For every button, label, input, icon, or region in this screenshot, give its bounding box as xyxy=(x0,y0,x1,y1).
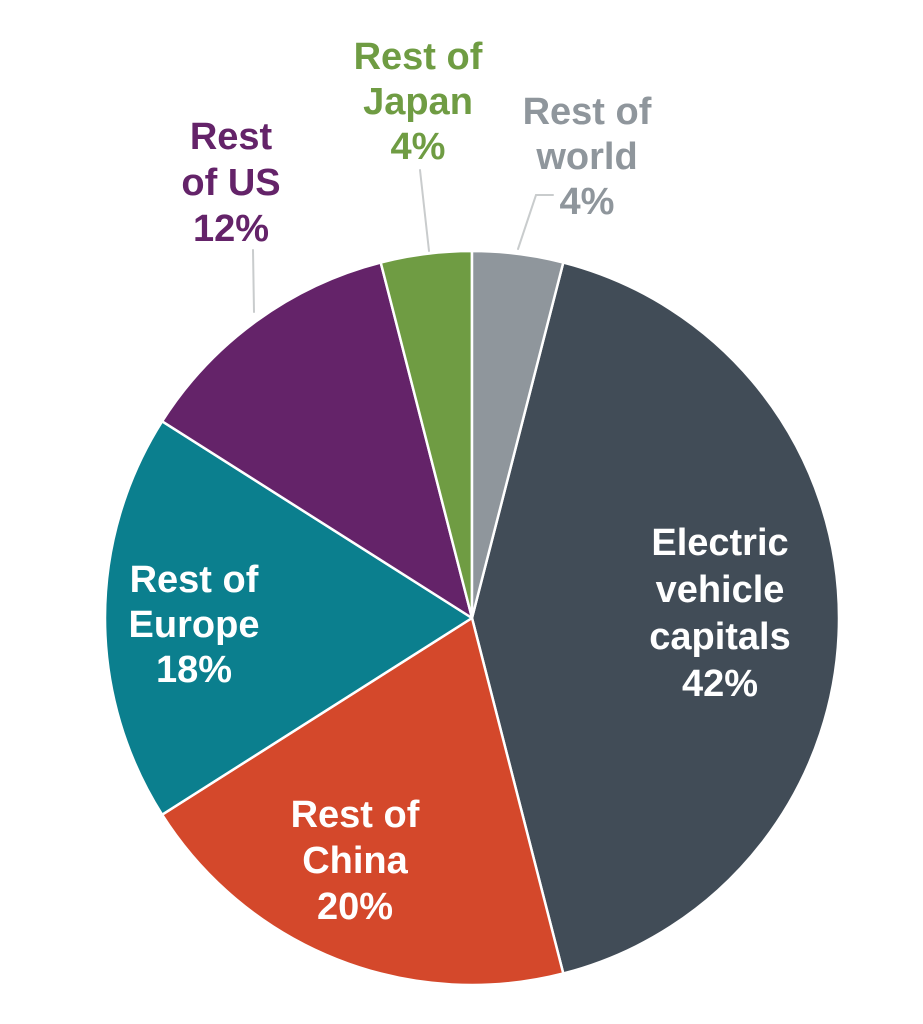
slice-label-line: of US xyxy=(181,162,280,204)
slice-label-line: vehicle xyxy=(656,569,785,611)
slice-label-line: Japan xyxy=(363,81,473,123)
slice-label-line: Rest of xyxy=(523,91,652,133)
leader-line-rest-of-japan xyxy=(419,169,430,252)
slice-label-line: 4% xyxy=(391,126,446,168)
pie-slice-rest-of-us xyxy=(160,261,474,620)
slice-label-electric-vehicle-capitals: Electric vehicle capitals 42% xyxy=(649,522,791,705)
slice-label-line: Electric xyxy=(651,522,788,564)
slice-label-line: 42% xyxy=(682,663,758,705)
slice-label-line: Europe xyxy=(129,604,260,646)
slice-label-line: 4% xyxy=(560,181,615,223)
pie-slice-rest-of-europe xyxy=(103,420,474,816)
slice-label-line: 12% xyxy=(193,208,269,250)
slice-label-line: China xyxy=(302,840,408,882)
slice-label-line: world xyxy=(535,136,637,178)
slice-label-line: Rest of xyxy=(130,559,259,601)
leader-line-rest-of-us xyxy=(252,249,255,313)
pie-slice-electric-vehicle-capitals xyxy=(470,261,841,975)
slice-label-line: Rest of xyxy=(354,36,483,78)
pie-slice-rest-of-world xyxy=(470,249,565,620)
pie-slice-rest-of-china xyxy=(160,616,565,987)
slice-label-line: capitals xyxy=(649,616,791,658)
slice-label-line: 18% xyxy=(156,649,232,691)
slice-label-line: 20% xyxy=(317,886,393,928)
slice-label-line: Rest xyxy=(190,116,273,158)
leader-line-rest-of-world xyxy=(517,194,554,250)
slice-label-line: Rest of xyxy=(291,794,420,836)
